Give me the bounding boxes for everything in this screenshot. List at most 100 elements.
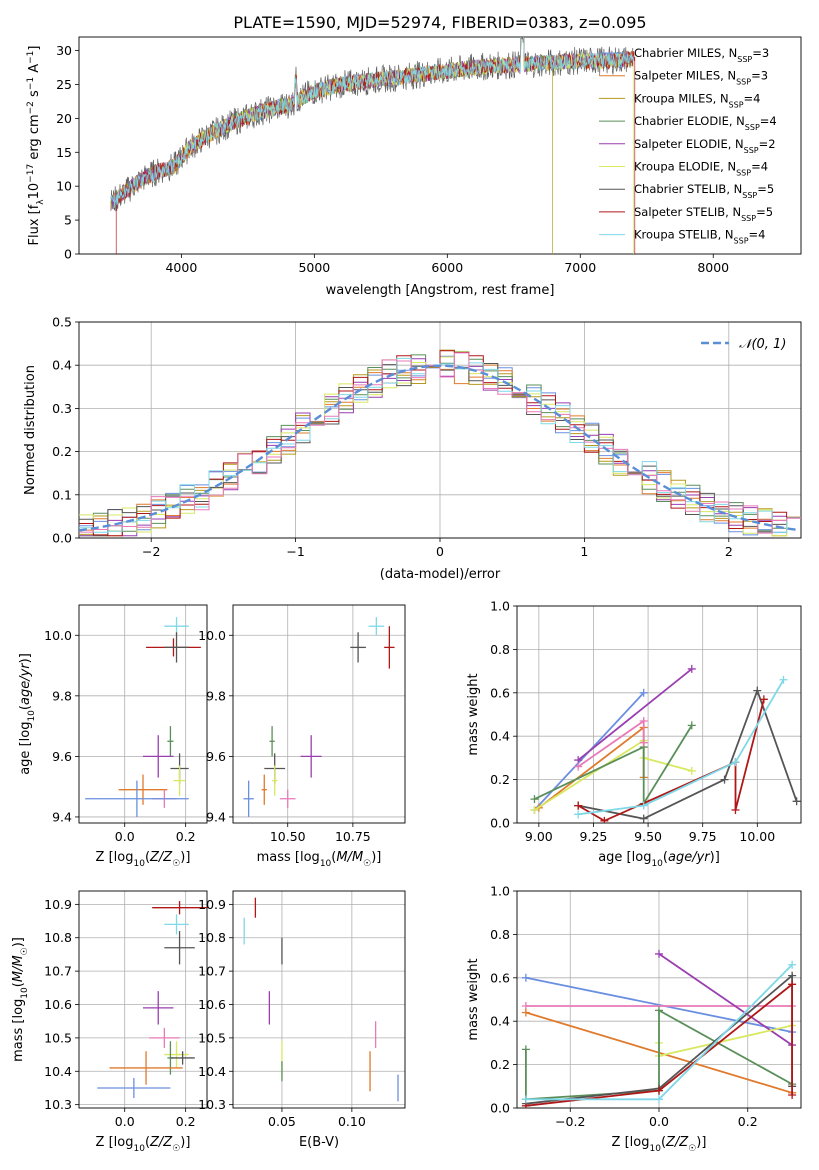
legend-entry: Kroupa STELIB, NSSP=4	[634, 228, 765, 246]
legend-text: Kroupa STELIB, N	[634, 228, 734, 242]
label-part: 10	[133, 859, 145, 869]
weight-series-line	[525, 982, 793, 1107]
spectrum-series-line	[110, 37, 634, 210]
y-tick-label: 1.0	[490, 884, 510, 899]
y-tick-label: 20	[56, 111, 72, 126]
spectrum-lines	[110, 37, 636, 254]
weight-marker	[521, 1045, 530, 1054]
axes-frame	[232, 890, 406, 1109]
weight-marker	[574, 762, 583, 771]
y-tick-label: 10.3	[198, 1097, 226, 1112]
legend-subscript: SSP	[744, 145, 759, 154]
label-part: )]	[11, 937, 26, 947]
legend-subscript: SSP	[742, 191, 757, 200]
data-point	[164, 914, 189, 935]
label-part: E(B-V)	[299, 1135, 339, 1150]
y-tick-label: 10	[56, 179, 72, 194]
y-tick-label: 9.4	[206, 809, 226, 824]
legend-text-tail: =3	[751, 69, 768, 83]
label-part: −1	[26, 51, 36, 64]
label-part: 10	[651, 859, 663, 869]
legend-text-tail: =5	[757, 182, 774, 196]
data-point	[272, 765, 278, 796]
legend-text: Chabrier STELIB, N	[634, 182, 742, 196]
weight-marker	[655, 949, 663, 958]
label-part: 10	[27, 183, 42, 200]
histogram-series-line	[79, 352, 801, 534]
label-part: Z/Z	[149, 1135, 173, 1150]
label-part: )]	[18, 653, 33, 663]
y-tick-label: 0	[64, 247, 72, 262]
weight-marker	[759, 695, 768, 704]
label-part: ☉	[172, 1144, 180, 1154]
y-axis-label: mass weight	[466, 958, 481, 1040]
label-part: age/yr	[668, 850, 711, 865]
data-point	[243, 780, 254, 817]
label-part: Z [log	[612, 1135, 650, 1150]
y-axis-label: mass [log10(M/M☉)]	[11, 937, 30, 1062]
y-tick-label: 0.2	[52, 444, 72, 459]
weight-series-line	[525, 976, 793, 1033]
y-tick-label: 0.0	[490, 1101, 510, 1116]
label-part: 10	[133, 1144, 145, 1154]
label-part: (	[663, 850, 668, 865]
label-part: ☉	[688, 1144, 696, 1154]
weight-marker	[687, 766, 696, 775]
age_vs_Z-axes: 0.0 0.2 9.4 9.6 9.8 10.0	[44, 604, 208, 844]
x-tick-label: −1	[286, 544, 304, 559]
residuals-axes: −2 −1 0 1 2 0.0 0.1 0.2 0.3 0.4 0.5	[52, 315, 802, 559]
weight-series-line	[538, 725, 645, 809]
y-tick-label: 10.0	[44, 628, 72, 643]
x-tick-label: 7000	[564, 260, 596, 275]
data-point	[143, 735, 174, 778]
legend-subscript: SSP	[736, 77, 751, 86]
axes-frame	[78, 890, 208, 1109]
weight-marker	[655, 1095, 663, 1104]
label-part: )]	[180, 850, 190, 865]
weight-marker	[731, 758, 740, 767]
legend-text: Chabrier MILES, N	[634, 46, 737, 60]
legend-text: Kroupa ELODIE, N	[634, 160, 736, 174]
data-point	[261, 774, 267, 805]
x-tick-label: 0.0	[115, 829, 135, 844]
y-tick-label: 0.6	[490, 970, 510, 985]
weight-series-line	[658, 1024, 793, 1058]
legend-text: Kroupa MILES, N	[634, 91, 729, 105]
spectrum-axes: 4000 5000 6000 7000 8000 0 5 10 15 20 25 30	[56, 36, 802, 275]
y-tick-label: 9.4	[52, 809, 72, 824]
data-point	[170, 1051, 195, 1065]
legend-entry: Kroupa MILES, NSSP=4	[634, 91, 760, 109]
weight_vs_Z-lines	[521, 949, 797, 1108]
label-part: wavelength [Angstrom, rest frame]	[326, 283, 555, 298]
x-tick-label: 0.2	[176, 829, 196, 844]
x-tick-label: 9.00	[525, 829, 553, 844]
label-part: )]	[710, 850, 720, 865]
label-part: ☉	[363, 859, 371, 869]
label-part: (	[331, 850, 336, 865]
y-tick-label: 10.4	[198, 1064, 226, 1079]
data-point	[109, 1051, 183, 1085]
label-part: Flux [f	[27, 204, 42, 245]
y-tick-label: 10.8	[44, 930, 72, 945]
legend-text-tail: =5	[756, 205, 773, 219]
data-point	[143, 991, 174, 1025]
data-point	[164, 931, 195, 965]
x-axis-label: E(B-V)	[299, 1135, 339, 1150]
y-tick-label: 30	[56, 43, 72, 58]
weight-marker	[788, 980, 797, 989]
data-point	[118, 774, 168, 805]
data-point	[384, 626, 395, 669]
x-tick-label: −2	[142, 544, 160, 559]
x-axis-label: Z [log10(Z/Z☉)]	[96, 1135, 191, 1154]
label-part: Normed distribution	[23, 365, 38, 495]
y-tick-label: 9.8	[52, 688, 72, 703]
legend-entry: Salpeter ELODIE, NSSP=2	[634, 137, 776, 155]
x-tick-label: 9.50	[634, 829, 662, 844]
weight-marker	[779, 675, 788, 684]
gaussian-curve	[79, 364, 799, 532]
x-tick-label: 0	[436, 544, 444, 559]
x-tick-label: 1	[580, 544, 588, 559]
axes-frame	[78, 36, 802, 255]
legend-subscript: SSP	[734, 236, 749, 245]
legend-text: Salpeter MILES, N	[634, 69, 736, 83]
